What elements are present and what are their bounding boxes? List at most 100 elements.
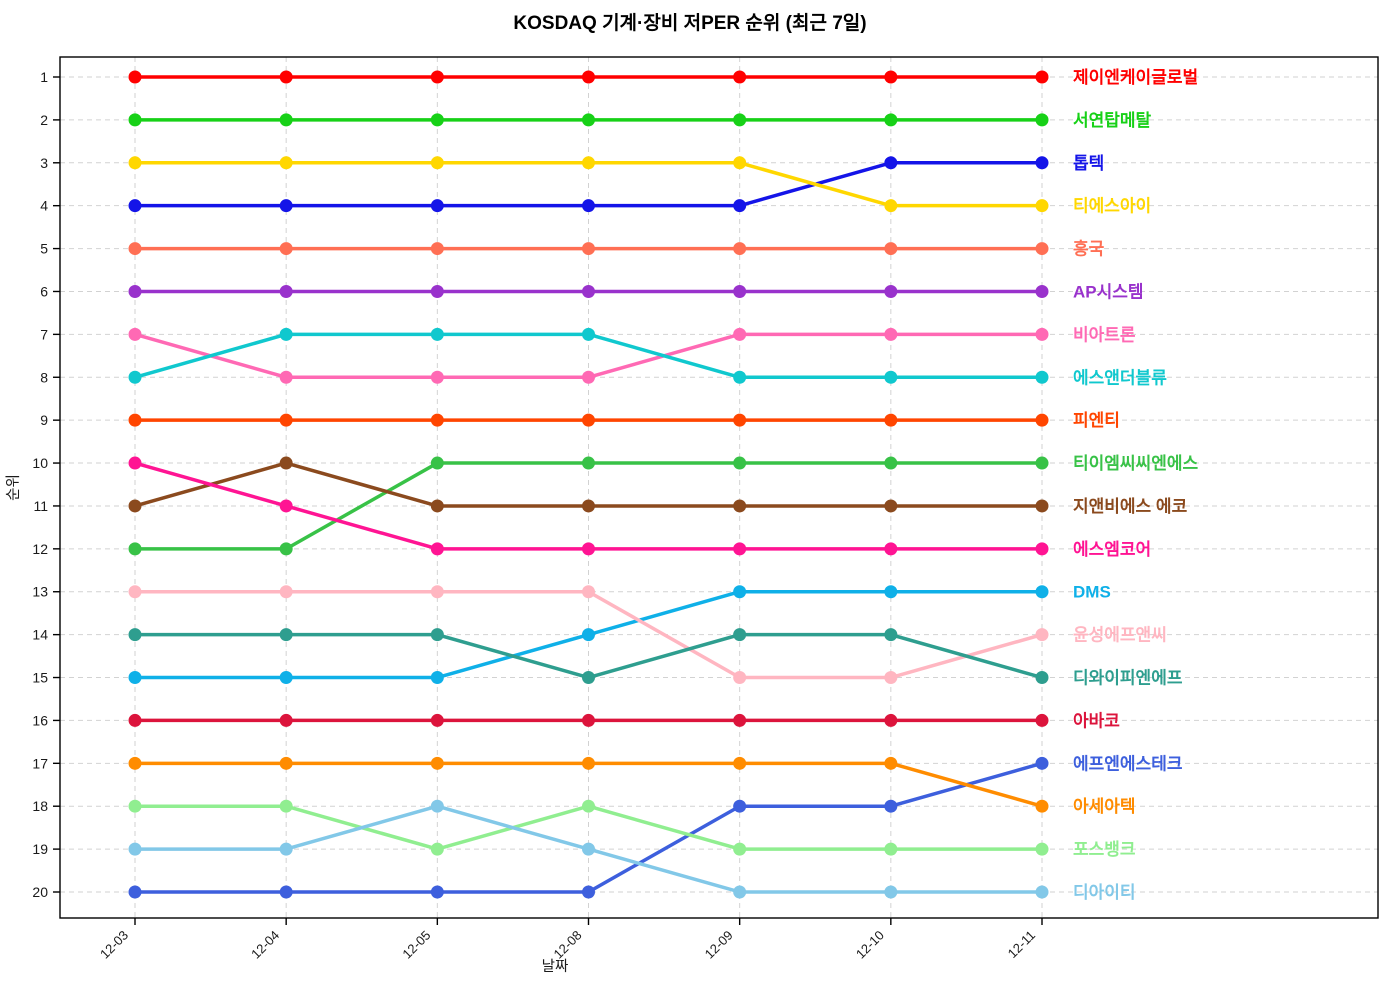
data-point <box>430 671 444 685</box>
data-point <box>582 284 595 298</box>
data-point <box>884 413 898 427</box>
series-0 <box>128 70 1049 84</box>
data-point <box>128 156 142 170</box>
data-point <box>128 628 142 642</box>
data-point <box>733 713 747 727</box>
data-point <box>1035 327 1049 341</box>
data-point <box>430 456 444 470</box>
data-point <box>128 113 142 127</box>
data-point <box>128 242 142 256</box>
data-point <box>582 327 595 341</box>
chart-title: KOSDAQ 기계·장비 저PER 순위 (최근 7일) <box>513 13 867 34</box>
data-point <box>1035 456 1049 470</box>
data-point <box>884 242 898 256</box>
data-point <box>279 327 293 341</box>
series-label: 에스엠코어 <box>1073 540 1151 559</box>
y-tick-label: 3 <box>40 155 48 171</box>
data-point <box>430 156 444 170</box>
data-point <box>128 499 142 513</box>
data-point <box>582 885 595 899</box>
y-tick-label: 9 <box>40 412 48 428</box>
data-point <box>1035 113 1049 127</box>
data-point <box>279 370 293 384</box>
series-19 <box>128 799 1049 899</box>
series-label: 피엔티 <box>1073 411 1120 430</box>
data-point <box>279 413 293 427</box>
y-tick-label: 18 <box>32 798 48 814</box>
data-point <box>884 156 898 170</box>
data-point <box>128 413 142 427</box>
data-point <box>430 70 444 84</box>
y-tick-label: 17 <box>32 755 48 771</box>
data-point <box>582 713 595 727</box>
series-label: 비아트론 <box>1073 325 1136 344</box>
data-point <box>1035 756 1049 770</box>
data-point <box>279 671 293 685</box>
data-point <box>279 842 293 856</box>
series-lines <box>128 70 1049 899</box>
data-point <box>582 842 595 856</box>
data-point <box>279 799 293 813</box>
data-point <box>430 842 444 856</box>
series-18 <box>128 799 1049 856</box>
data-point <box>128 799 142 813</box>
series-8 <box>128 413 1049 427</box>
y-tick-label: 10 <box>32 455 48 471</box>
data-point <box>128 70 142 84</box>
data-point <box>884 842 898 856</box>
data-point <box>430 284 444 298</box>
data-point <box>128 585 142 599</box>
data-point <box>430 756 444 770</box>
data-point <box>733 113 747 127</box>
series-label: 서연탑메탈 <box>1073 110 1152 130</box>
series-label: 티에스아이 <box>1073 197 1151 216</box>
data-point <box>582 199 595 213</box>
data-point <box>279 456 293 470</box>
data-point <box>1035 542 1049 556</box>
x-tick-label: 12-09 <box>702 928 736 962</box>
data-point <box>128 542 142 556</box>
data-point <box>733 242 747 256</box>
data-point <box>1035 370 1049 384</box>
data-point <box>1035 799 1049 813</box>
y-tick-label: 14 <box>32 627 48 643</box>
y-tick-label: 16 <box>32 712 48 728</box>
data-point <box>279 756 293 770</box>
data-point <box>733 70 747 84</box>
series-label: 아바코 <box>1073 711 1120 730</box>
y-tick-label: 8 <box>40 369 48 385</box>
data-point <box>733 756 747 770</box>
data-point <box>1035 585 1049 599</box>
data-point <box>733 284 747 298</box>
data-point <box>884 113 898 127</box>
data-point <box>884 499 898 513</box>
x-tick-label: 12-03 <box>97 928 131 962</box>
series-label: 지앤비에스 에코 <box>1073 497 1188 516</box>
data-point <box>128 885 142 899</box>
data-point <box>128 199 142 213</box>
series-3 <box>128 156 1049 213</box>
series-9 <box>128 456 1049 556</box>
data-point <box>582 242 595 256</box>
series-label: 흥국 <box>1073 239 1105 259</box>
data-point <box>733 885 747 899</box>
data-point <box>884 327 898 341</box>
data-point <box>733 370 747 384</box>
data-point <box>884 885 898 899</box>
series-10 <box>128 456 1049 513</box>
series-12 <box>128 585 1049 685</box>
x-tick-label: 12-11 <box>1005 928 1038 961</box>
data-point <box>582 370 595 384</box>
data-point <box>884 370 898 384</box>
series-15 <box>128 713 1049 727</box>
data-point <box>1035 156 1049 170</box>
data-point <box>1035 284 1049 298</box>
y-tick-label: 2 <box>40 112 48 128</box>
data-point <box>1035 628 1049 642</box>
series-label: 아세아텍 <box>1073 797 1136 816</box>
data-point <box>582 413 595 427</box>
data-point <box>128 284 142 298</box>
series-1 <box>128 113 1049 127</box>
